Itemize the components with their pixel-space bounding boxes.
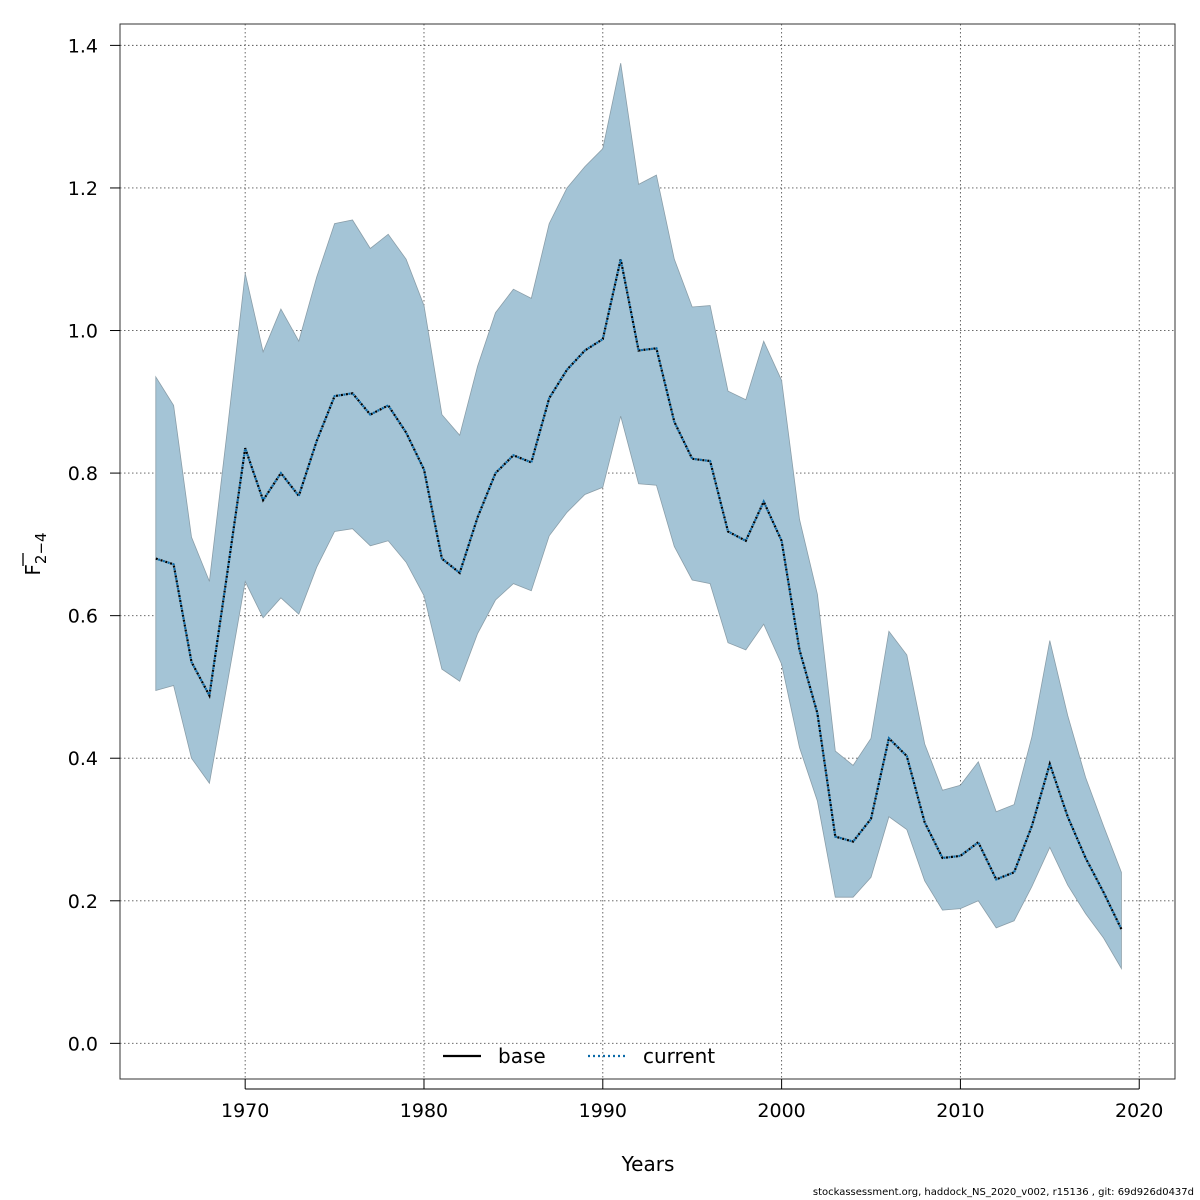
y-tick-label: 0.2 (68, 891, 98, 913)
x-tick-label: 2020 (1115, 1100, 1163, 1122)
y-axis-label-main: F (21, 564, 45, 576)
y-tick-label: 1.4 (68, 35, 98, 57)
legend-label-current: current (643, 1044, 715, 1068)
y-axis-label-sub: 2−4 (32, 532, 50, 564)
y-axis-label: F2−4 (21, 532, 50, 575)
x-tick-label: 2000 (757, 1100, 805, 1122)
confidence-band (155, 63, 1122, 970)
y-tick-label: 0.0 (68, 1033, 98, 1055)
x-tick-label: 1980 (400, 1100, 448, 1122)
y-tick-label: 1.2 (68, 178, 98, 200)
axes: 1970 1980 1990 2000 2010 2020 0.0 0.2 0.4 0.6 0.8 1… (68, 35, 1164, 1122)
x-tick-label: 2010 (936, 1100, 984, 1122)
x-axis-label: Years (621, 1152, 675, 1176)
x-tick-label: 1970 (221, 1100, 269, 1122)
legend: base current (443, 1044, 715, 1068)
y-tick-label: 0.8 (68, 463, 98, 485)
y-tick-label: 0.6 (68, 606, 98, 628)
svg-text:F2−4: F2−4 (21, 532, 50, 575)
series-line-base (155, 258, 1123, 930)
footer-attribution: stockassessment.org, haddock_NS_2020_v00… (812, 1187, 1194, 1198)
y-tick-label: 0.4 (68, 748, 98, 770)
plot-frame (119, 23, 1176, 1080)
legend-label-base: base (498, 1044, 546, 1068)
x-tick-label: 1990 (579, 1100, 627, 1122)
y-tick-label: 1.0 (68, 321, 98, 343)
